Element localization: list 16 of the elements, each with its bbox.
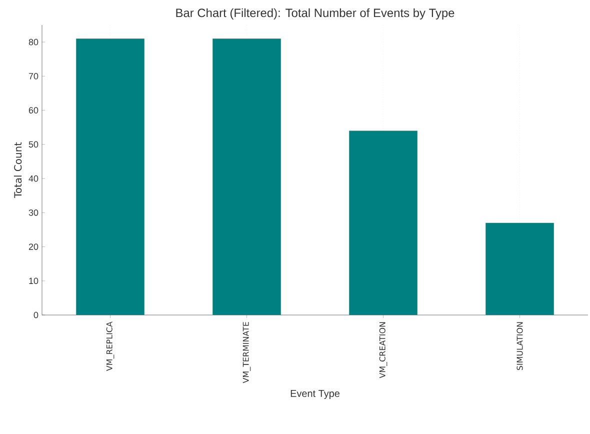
chart-title: Bar Chart (Filtered): Total Number of Events by Type — [176, 8, 454, 20]
y-tick-label: 60 — [28, 107, 38, 114]
y-tick-label: 20 — [28, 244, 38, 250]
bar — [486, 222, 554, 315]
y-tick-label: 50 — [28, 141, 38, 148]
y-tick-label: 40 — [28, 175, 38, 182]
bar — [349, 130, 418, 315]
y-tick-label: 30 — [28, 209, 38, 216]
y-tick-label: 0 — [34, 312, 38, 318]
bar — [76, 38, 144, 315]
y-tick-label: 80 — [28, 38, 38, 46]
y-axis-title: Total Count — [14, 142, 22, 198]
bar — [212, 38, 281, 315]
x-axis-title: Event Type — [290, 390, 340, 399]
y-tick-label: 70 — [28, 72, 38, 80]
y-tick-label: 10 — [29, 278, 38, 284]
